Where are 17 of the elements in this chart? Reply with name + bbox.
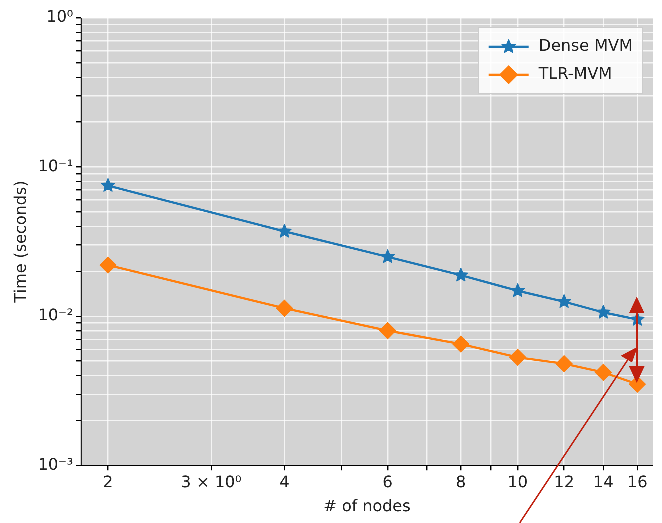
y-tick-label: 10⁻² bbox=[38, 306, 74, 325]
x-tick-label: 10 bbox=[508, 472, 528, 492]
y-tick-label: 10⁰ bbox=[46, 7, 74, 26]
x-tick-label: 2 bbox=[103, 472, 114, 492]
x-tick-label: 3 × 10⁰ bbox=[181, 472, 242, 492]
x-tick-label: 8 bbox=[456, 472, 466, 492]
y-tick-label: 10⁻³ bbox=[38, 454, 74, 474]
legend-label: TLR-MVM bbox=[538, 64, 612, 84]
x-tick-label: 14 bbox=[593, 472, 614, 492]
x-tick-label: 4 bbox=[280, 472, 290, 492]
legend-label: Dense MVM bbox=[538, 36, 633, 56]
x-tick-label: 12 bbox=[554, 472, 575, 492]
y-tick-label: 10⁻¹ bbox=[38, 156, 74, 176]
y-axis-title: Time (seconds) bbox=[10, 180, 30, 304]
x-axis-title: # of nodes bbox=[324, 496, 411, 516]
x-tick-label: 16 bbox=[627, 472, 648, 492]
x-tick-label: 6 bbox=[382, 472, 393, 492]
